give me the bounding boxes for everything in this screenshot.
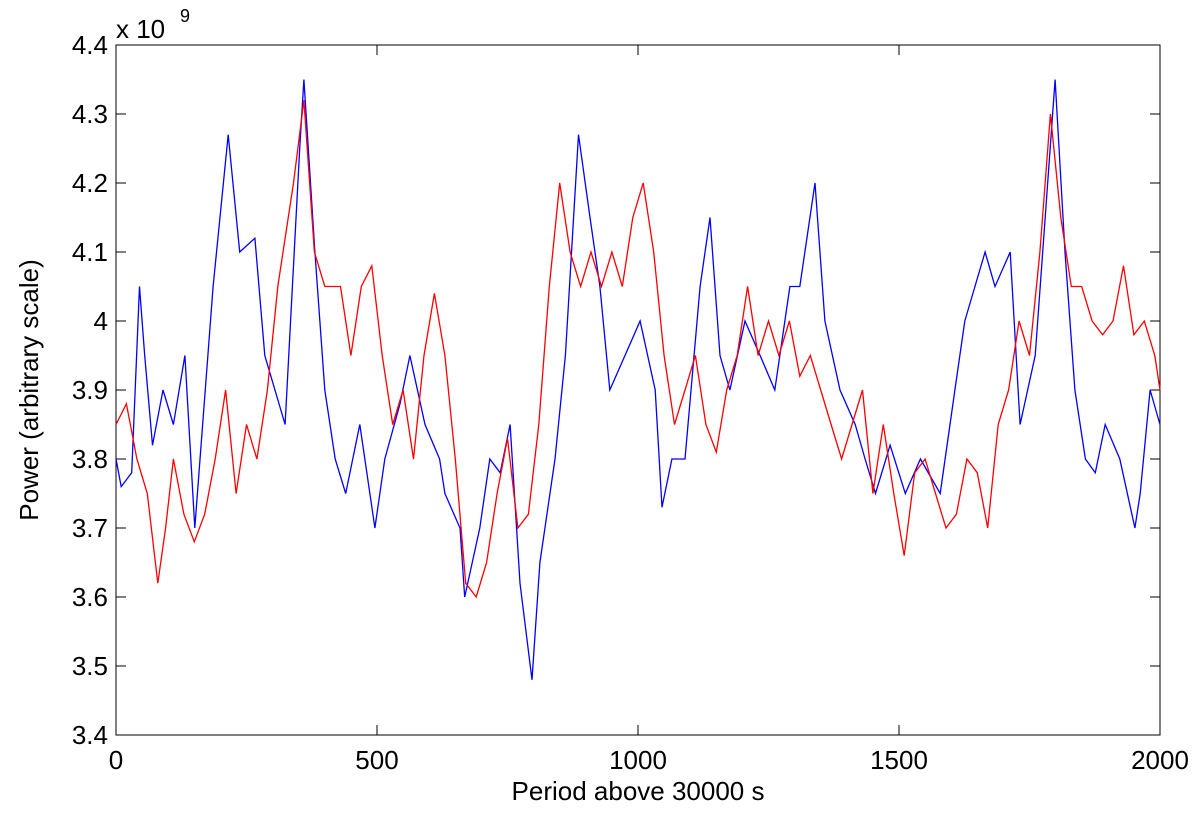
y-tick-label: 4.4	[72, 30, 108, 60]
series-line	[115, 100, 1161, 599]
axis-multiplier: x 10	[116, 14, 165, 44]
y-tick-label: 3.5	[72, 651, 108, 681]
x-tick-label: 1000	[609, 745, 667, 775]
axis-multiplier-exponent: 9	[180, 6, 190, 26]
y-tick-label: 3.9	[72, 375, 108, 405]
y-tick-label: 3.8	[72, 444, 108, 474]
x-tick-label: 0	[109, 745, 123, 775]
y-tick-label: 3.4	[72, 720, 108, 750]
y-tick-label: 4.2	[72, 168, 108, 198]
y-axis-label: Power (arbitrary scale)	[14, 259, 44, 521]
y-tick-label: 3.6	[72, 582, 108, 612]
x-tick-label: 2000	[1131, 745, 1189, 775]
y-tick-label: 4	[94, 306, 108, 336]
plot-frame	[115, 44, 1161, 736]
y-tick-label: 4.3	[72, 99, 108, 129]
x-axis-label: Period above 30000 s	[512, 776, 765, 806]
y-tick-label: 4.1	[72, 237, 108, 267]
series-line	[115, 79, 1161, 680]
x-tick-label: 1500	[870, 745, 928, 775]
x-tick-label: 500	[355, 745, 398, 775]
y-tick-label: 3.7	[72, 513, 108, 543]
